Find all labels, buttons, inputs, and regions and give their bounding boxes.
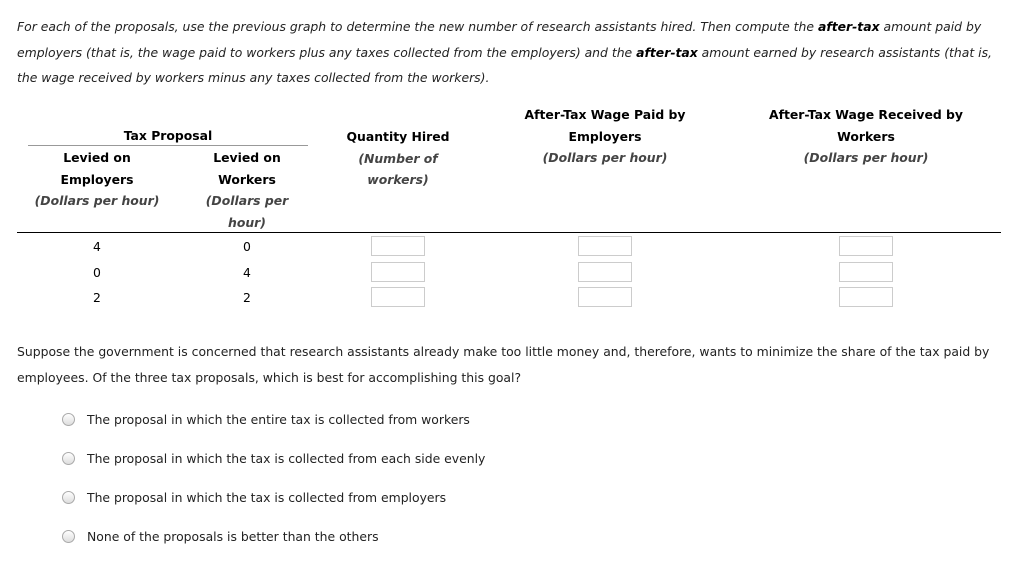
answer-option[interactable]: The proposal in which the tax is collect… <box>62 490 446 505</box>
wage-paid-header: After-Tax Wage Paid by Employers (Dollars… <box>524 107 686 165</box>
cell-employers: 2 <box>93 290 101 305</box>
answer-option[interactable]: The proposal in which the entire tax is … <box>62 412 470 427</box>
tax-proposal-header: Tax Proposal <box>123 128 213 143</box>
radio-button[interactable] <box>62 491 75 504</box>
levied-on-workers-header: Levied on Workers (Dollars per hour) <box>205 150 289 230</box>
cell-workers: 2 <box>243 290 251 305</box>
paid-input[interactable] <box>578 287 632 307</box>
paid-input[interactable] <box>578 236 632 256</box>
radio-button[interactable] <box>62 452 75 465</box>
paid-input[interactable] <box>578 262 632 282</box>
quantity-input[interactable] <box>371 236 425 256</box>
wage-received-header: After-Tax Wage Received by Workers (Dolla… <box>769 107 963 165</box>
question-text: Suppose the government is concerned that… <box>17 344 990 385</box>
cell-employers: 4 <box>93 239 101 254</box>
instructions: For each of the proposals, use the previ… <box>17 19 992 85</box>
answer-option[interactable]: None of the proposals is better than the… <box>62 529 379 544</box>
cell-workers: 0 <box>243 239 251 254</box>
received-input[interactable] <box>839 287 893 307</box>
cell-workers: 4 <box>243 265 251 280</box>
quantity-input[interactable] <box>371 287 425 307</box>
received-input[interactable] <box>839 236 893 256</box>
table-header-rule <box>17 232 1001 233</box>
received-input[interactable] <box>839 262 893 282</box>
option-label: The proposal in which the tax is collect… <box>87 490 447 505</box>
cell-employers: 0 <box>93 265 101 280</box>
levied-on-employers-header: Levied on Employers (Dollars per hour) <box>34 150 160 208</box>
radio-button[interactable] <box>62 413 75 426</box>
radio-button[interactable] <box>62 530 75 543</box>
answer-option[interactable]: The proposal in which the tax is collect… <box>62 451 485 466</box>
option-label: None of the proposals is better than the… <box>87 529 379 544</box>
quantity-hired-header: Quantity Hired (Number of workers) <box>346 129 450 187</box>
quantity-input[interactable] <box>371 262 425 282</box>
option-label: The proposal in which the entire tax is … <box>87 412 470 427</box>
divider <box>28 145 308 146</box>
option-label: The proposal in which the tax is collect… <box>87 451 486 466</box>
